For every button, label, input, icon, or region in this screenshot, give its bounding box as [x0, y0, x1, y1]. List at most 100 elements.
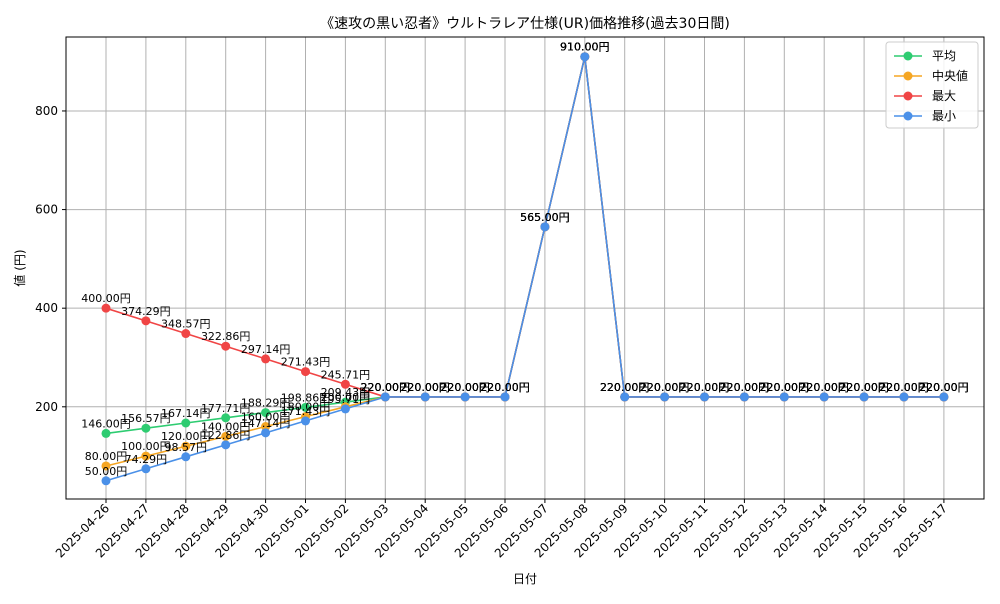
data-label: 220.00円: [480, 381, 530, 394]
data-label: 910.00円: [560, 41, 610, 54]
legend-label: 中央値: [932, 68, 968, 83]
data-label: 220.00円: [440, 381, 490, 394]
data-point: [540, 222, 550, 232]
legend-label: 最小: [932, 109, 956, 123]
data-label: 220.00円: [680, 381, 730, 394]
data-label: 220.00円: [839, 381, 889, 394]
data-label: 220.00円: [760, 381, 810, 394]
data-label: 220.00円: [600, 381, 650, 394]
data-label: 565.00円: [520, 211, 570, 224]
y-tick-label: 800: [35, 104, 58, 118]
data-point: [420, 392, 430, 402]
y-axis-title: 値 (円): [12, 249, 27, 286]
data-point: [301, 402, 310, 412]
data-point: [101, 303, 111, 313]
data-label: 220.00円: [680, 381, 730, 394]
data-label: 348.57円: [161, 318, 211, 331]
series-layer: [101, 52, 949, 486]
data-point: [221, 341, 231, 351]
y-tick-label: 200: [35, 400, 58, 414]
y-axis: 200 400 600 800: [35, 104, 66, 414]
data-label: 220.00円: [680, 381, 730, 394]
data-label: 177.71円: [201, 402, 251, 415]
data-point: [101, 461, 111, 471]
data-label: 220.00円: [440, 381, 490, 394]
data-label: 245.71円: [321, 368, 371, 381]
data-label: 220.00円: [799, 381, 849, 394]
data-point: [700, 392, 709, 402]
data-label: 220.00円: [361, 381, 411, 394]
data-label: 220.00円: [600, 381, 650, 394]
data-point: [141, 464, 151, 474]
data-point: [221, 440, 231, 450]
data-label: 220.00円: [879, 381, 929, 394]
data-point: [301, 416, 310, 426]
data-label: 98.57円: [165, 441, 208, 454]
data-label: 400.00円: [81, 292, 131, 305]
series-line: [105, 56, 944, 482]
grid-layer: [66, 37, 984, 499]
data-label: 220.00円: [799, 381, 849, 394]
data-label: 50.00円: [85, 465, 128, 478]
data-point: [221, 413, 231, 423]
data-point: [141, 423, 151, 433]
data-label: 198.86円: [281, 391, 331, 404]
data-label: 156.57円: [121, 412, 171, 425]
data-label: 140.00円: [201, 420, 251, 433]
data-label: 297.14円: [241, 343, 291, 356]
data-label: 220.00円: [839, 381, 889, 394]
data-point: [939, 392, 949, 402]
data-label: 220.00円: [919, 381, 969, 394]
data-label: 565.00円: [520, 211, 570, 224]
data-label: 220.00円: [919, 381, 969, 394]
data-label: 220.00円: [440, 381, 490, 394]
data-point: [779, 392, 789, 402]
data-label: 220.00円: [480, 381, 530, 394]
data-label: 220.00円: [760, 381, 810, 394]
data-label: 220.00円: [720, 381, 770, 394]
data-point: [460, 392, 470, 402]
data-label: 220.00円: [640, 381, 690, 394]
data-label: 220.00円: [680, 381, 730, 394]
data-point: [261, 422, 271, 432]
data-point: [181, 452, 191, 462]
data-label: 220.00円: [400, 381, 450, 394]
data-label: 322.86円: [201, 330, 251, 343]
data-point: [261, 354, 271, 364]
data-label: 220.00円: [361, 381, 411, 394]
data-label: 220.00円: [799, 381, 849, 394]
data-point: [340, 404, 350, 414]
data-point: [500, 392, 510, 402]
data-label: 220.00円: [799, 381, 849, 394]
data-label: 220.00円: [720, 381, 770, 394]
data-point: [181, 329, 191, 339]
chart-title: 《速攻の黒い忍者》ウルトラレア仕様(UR)価格推移(過去30日間): [320, 16, 730, 32]
data-label: 220.00円: [720, 381, 770, 394]
data-label: 220.00円: [640, 381, 690, 394]
data-label: 220.00円: [720, 381, 770, 394]
legend-label: 最大: [932, 89, 956, 103]
plot-frame: [65, 36, 985, 500]
data-label: 220.00円: [480, 381, 530, 394]
data-point: [580, 52, 590, 62]
data-label: 220.00円: [839, 381, 889, 394]
legend-swatch-marker: [903, 91, 913, 101]
data-label: 910.00円: [560, 41, 610, 54]
data-point: [859, 392, 869, 402]
data-label: 220.00円: [480, 381, 530, 394]
legend-box: [885, 41, 979, 129]
data-label: 910.00円: [560, 41, 610, 54]
legend-swatch-marker: [903, 111, 913, 121]
data-label: 220.00円: [839, 381, 889, 394]
data-label: 220.00円: [640, 381, 690, 394]
data-label: 220.00円: [879, 381, 929, 394]
legend-swatch-marker: [903, 51, 913, 61]
data-label: 209.43円: [321, 386, 371, 399]
data-label: 167.14円: [161, 407, 211, 420]
data-point: [819, 392, 829, 402]
data-label: 565.00円: [520, 211, 570, 224]
data-point: [301, 367, 310, 377]
